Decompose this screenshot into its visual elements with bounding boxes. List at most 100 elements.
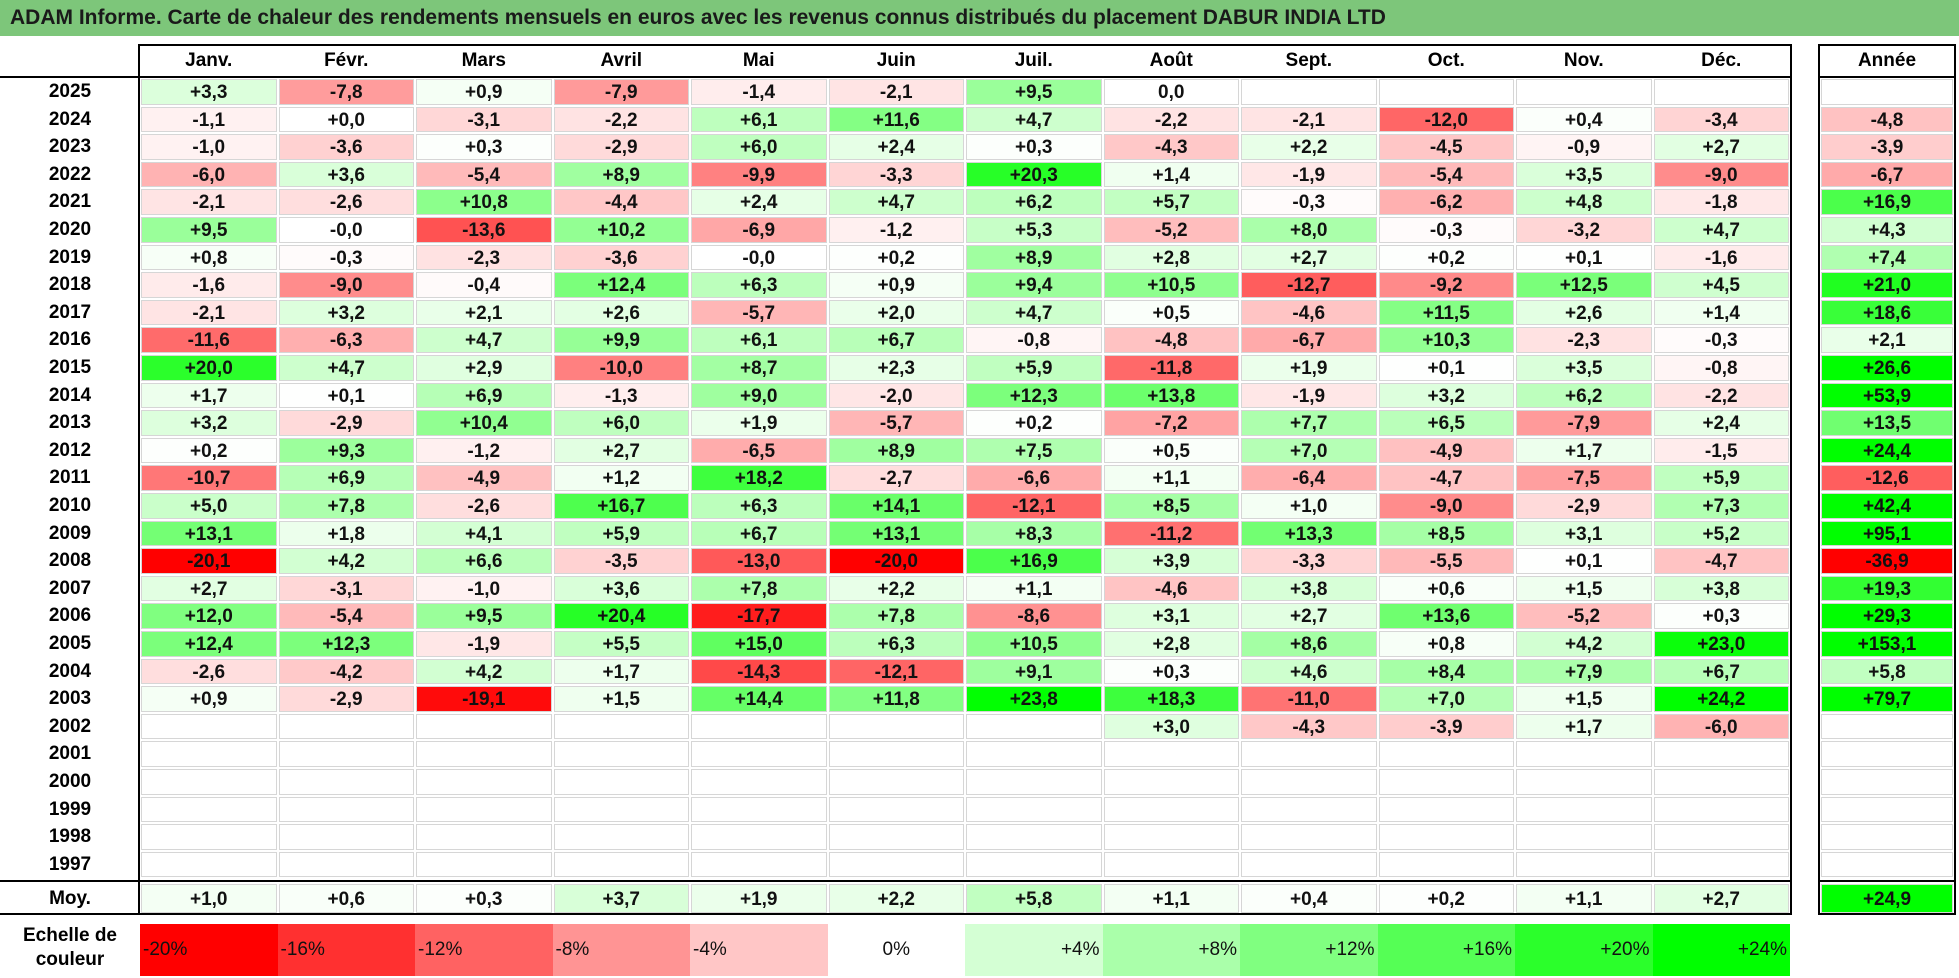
year-label: 2008 — [48, 550, 92, 572]
heatmap-cell: +6,3 — [691, 272, 827, 298]
annual-cell: +53,9 — [1821, 382, 1953, 409]
heatmap-cell — [828, 796, 964, 823]
heatmap-cell: -9,9 — [691, 161, 827, 188]
year-label: 1999 — [48, 798, 92, 820]
heatmap-cell: -6,9 — [691, 217, 827, 243]
heatmap-cell: -1,9 — [1241, 161, 1377, 188]
heatmap-cell: -3,1 — [278, 575, 414, 602]
year-label: 2003 — [48, 688, 92, 710]
heatmap-cell — [1378, 796, 1514, 823]
heatmap-cell: +2,7 — [141, 575, 277, 602]
heatmap-cell: -3,6 — [278, 134, 414, 160]
average-cell: +0,6 — [278, 884, 414, 913]
heatmap-cell: +10,2 — [553, 217, 689, 243]
heatmap-cell: -3,3 — [1241, 548, 1377, 574]
average-cell: +5,8 — [966, 884, 1102, 913]
heatmap-cell: +2,9 — [416, 355, 552, 381]
heatmap-cell: -3,5 — [553, 548, 689, 574]
average-cell: +2,2 — [828, 884, 964, 913]
heatmap-cell: +12,5 — [1516, 272, 1652, 298]
heatmap-cell: +2,4 — [691, 189, 827, 215]
color-scale-swatch: -16% — [277, 924, 415, 976]
year-label: 2010 — [48, 495, 92, 516]
heatmap-cell: -2,0 — [828, 382, 964, 409]
heatmap-cell: -12,1 — [966, 493, 1102, 519]
column-header: Déc. — [1701, 50, 1742, 71]
heatmap-cell: +0,8 — [141, 244, 277, 271]
heatmap-cell: -4,3 — [1103, 134, 1239, 160]
heatmap-cell — [1516, 796, 1652, 823]
heatmap-cell: +1,1 — [1103, 465, 1239, 491]
heatmap-cell: +16,7 — [553, 493, 689, 519]
heatmap-cell: +9,4 — [966, 272, 1102, 298]
heatmap-cell: +4,6 — [1241, 658, 1377, 685]
annual-cell: -3,9 — [1821, 134, 1953, 160]
heatmap-cell: +4,5 — [1653, 272, 1789, 298]
heatmap-cell: -4,9 — [416, 465, 552, 491]
heatmap-cell: -13,6 — [416, 217, 552, 243]
heatmap-cell: +8,3 — [966, 520, 1102, 547]
heatmap-cell — [828, 851, 964, 878]
heatmap-cell: +0,2 — [1378, 244, 1514, 271]
color-scale-swatch: +8% — [1102, 924, 1240, 976]
heatmap-cell: +13,1 — [141, 520, 277, 547]
heatmap-cell: +0,3 — [1103, 658, 1239, 685]
heatmap-cell — [828, 824, 964, 850]
heatmap-cell: +13,8 — [1103, 382, 1239, 409]
heatmap-cell — [1653, 796, 1789, 823]
heatmap-cell: +0,1 — [1516, 548, 1652, 574]
heatmap-cell — [278, 824, 414, 850]
heatmap-cell: -4,9 — [1378, 437, 1514, 464]
heatmap-cell: +7,0 — [1378, 686, 1514, 712]
year-label: 2012 — [48, 439, 92, 461]
heatmap-cell: -11,2 — [1103, 520, 1239, 547]
heatmap-cell — [278, 851, 414, 878]
heatmap-cell — [141, 824, 277, 850]
annual-cell: +24,4 — [1821, 437, 1953, 464]
annual-cell: -6,7 — [1821, 161, 1953, 188]
heatmap-cell — [691, 796, 827, 823]
heatmap-cell: +0,1 — [1516, 244, 1652, 271]
heatmap-cell: +3,5 — [1516, 161, 1652, 188]
heatmap-cell: +0,9 — [141, 686, 277, 712]
heatmap-cell: +3,2 — [141, 410, 277, 436]
heatmap-cell: +10,5 — [1103, 272, 1239, 298]
header-separator — [0, 76, 1792, 78]
heatmap-cell — [1241, 741, 1377, 767]
heatmap-cell: +16,9 — [966, 548, 1102, 574]
heatmap-cell: -0,0 — [691, 244, 827, 271]
heatmap-cell: +2,3 — [828, 355, 964, 381]
heatmap-cell: -2,6 — [416, 493, 552, 519]
heatmap-cell: +6,7 — [1653, 658, 1789, 685]
heatmap-cell: +0,2 — [141, 437, 277, 464]
heatmap-cell: +6,0 — [553, 410, 689, 436]
heatmap-cell: -2,9 — [1516, 493, 1652, 519]
heatmap-cell: +0,1 — [278, 382, 414, 409]
heatmap-cell: -0,0 — [278, 217, 414, 243]
heatmap-cell: +1,2 — [553, 465, 689, 491]
heatmap-cell: -5,5 — [1378, 548, 1514, 574]
heatmap-cell: -1,8 — [1653, 189, 1789, 215]
heatmap-cell: +0,3 — [416, 134, 552, 160]
heatmap-cell: +2,8 — [1103, 631, 1239, 657]
heatmap-cell: +4,2 — [278, 548, 414, 574]
annual-cell: +19,3 — [1821, 575, 1953, 602]
heatmap-cell — [416, 796, 552, 823]
heatmap-cell: -3,2 — [1516, 217, 1652, 243]
annual-cell — [1821, 824, 1953, 850]
year-label: 2000 — [48, 771, 92, 792]
heatmap-cell: -10,7 — [141, 465, 277, 491]
heatmap-cell: +10,8 — [416, 189, 552, 215]
column-header: Févr. — [324, 50, 369, 71]
heatmap-cell: +14,1 — [828, 493, 964, 519]
heatmap-cell: -6,5 — [691, 437, 827, 464]
annual-cell: -4,8 — [1821, 106, 1953, 133]
heatmap-cell: -7,2 — [1103, 410, 1239, 436]
heatmap-cell: -11,0 — [1241, 686, 1377, 712]
heatmap-cell: -1,9 — [416, 631, 552, 657]
average-cell: +0,4 — [1241, 884, 1377, 913]
heatmap-cell: -10,0 — [553, 355, 689, 381]
heatmap-cell: +18,3 — [1103, 686, 1239, 712]
heatmap-cell: +0,9 — [416, 79, 552, 105]
heatmap-cell: -4,7 — [1653, 548, 1789, 574]
